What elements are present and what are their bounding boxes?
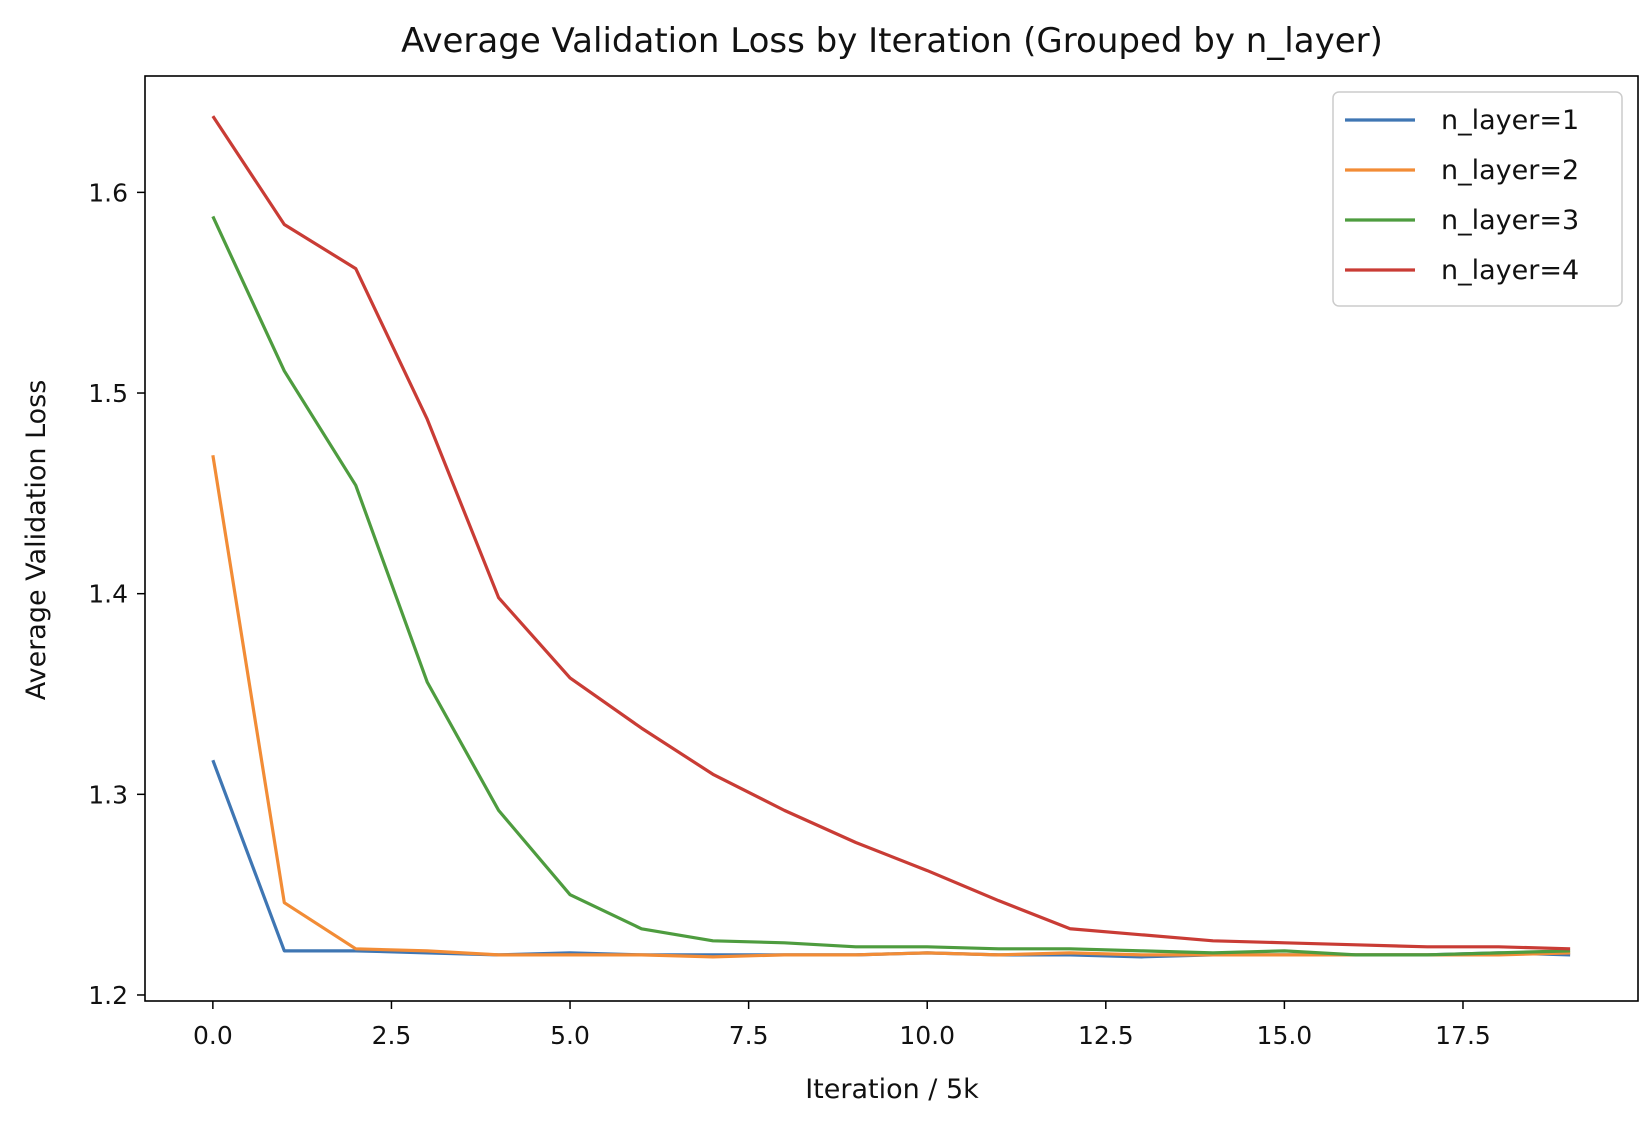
y-tick-label: 1.2 [88,981,128,1010]
x-tick-label: 15.0 [1257,1021,1313,1050]
x-tick-label: 2.5 [372,1021,412,1050]
y-tick-label: 1.5 [88,379,128,408]
series-line-3 [211,215,1571,957]
legend-label-1: n_layer=1 [1441,105,1579,136]
x-tick-label: 0.0 [193,1021,233,1050]
legend-label-3: n_layer=3 [1441,205,1579,236]
plot-frame [144,75,1639,1002]
x-tick-label: 7.5 [729,1021,769,1050]
plot-area: 0.0 2.5 5.0 7.5 10.0 12.5 15.0 17.5 1.2 1.3 1.4 1.5… [88,75,1639,1050]
x-axis-label: Iteration / 5k [805,1074,979,1105]
series-line-1 [211,759,1571,959]
x-tick-label: 12.5 [1078,1021,1134,1050]
x-tick-label: 5.0 [550,1021,590,1050]
x-tick-label: 17.5 [1435,1021,1491,1050]
legend-label-2: n_layer=2 [1441,155,1579,186]
y-tick-label: 1.4 [88,580,128,609]
series-line-4 [211,115,1571,951]
y-axis-label: Average Validation Loss [21,380,52,701]
x-tick-label: 10.0 [899,1021,955,1050]
chart-title: Average Validation Loss by Iteration (Gr… [401,21,1383,61]
series-line-2 [211,454,1571,959]
y-tick-label: 1.3 [88,780,128,809]
legend: n_layer=1 n_layer=2 n_layer=3 n_layer=4 [1332,91,1623,307]
legend-label-4: n_layer=4 [1441,255,1579,286]
y-tick-label: 1.6 [88,178,128,207]
legend-box [1332,91,1623,307]
